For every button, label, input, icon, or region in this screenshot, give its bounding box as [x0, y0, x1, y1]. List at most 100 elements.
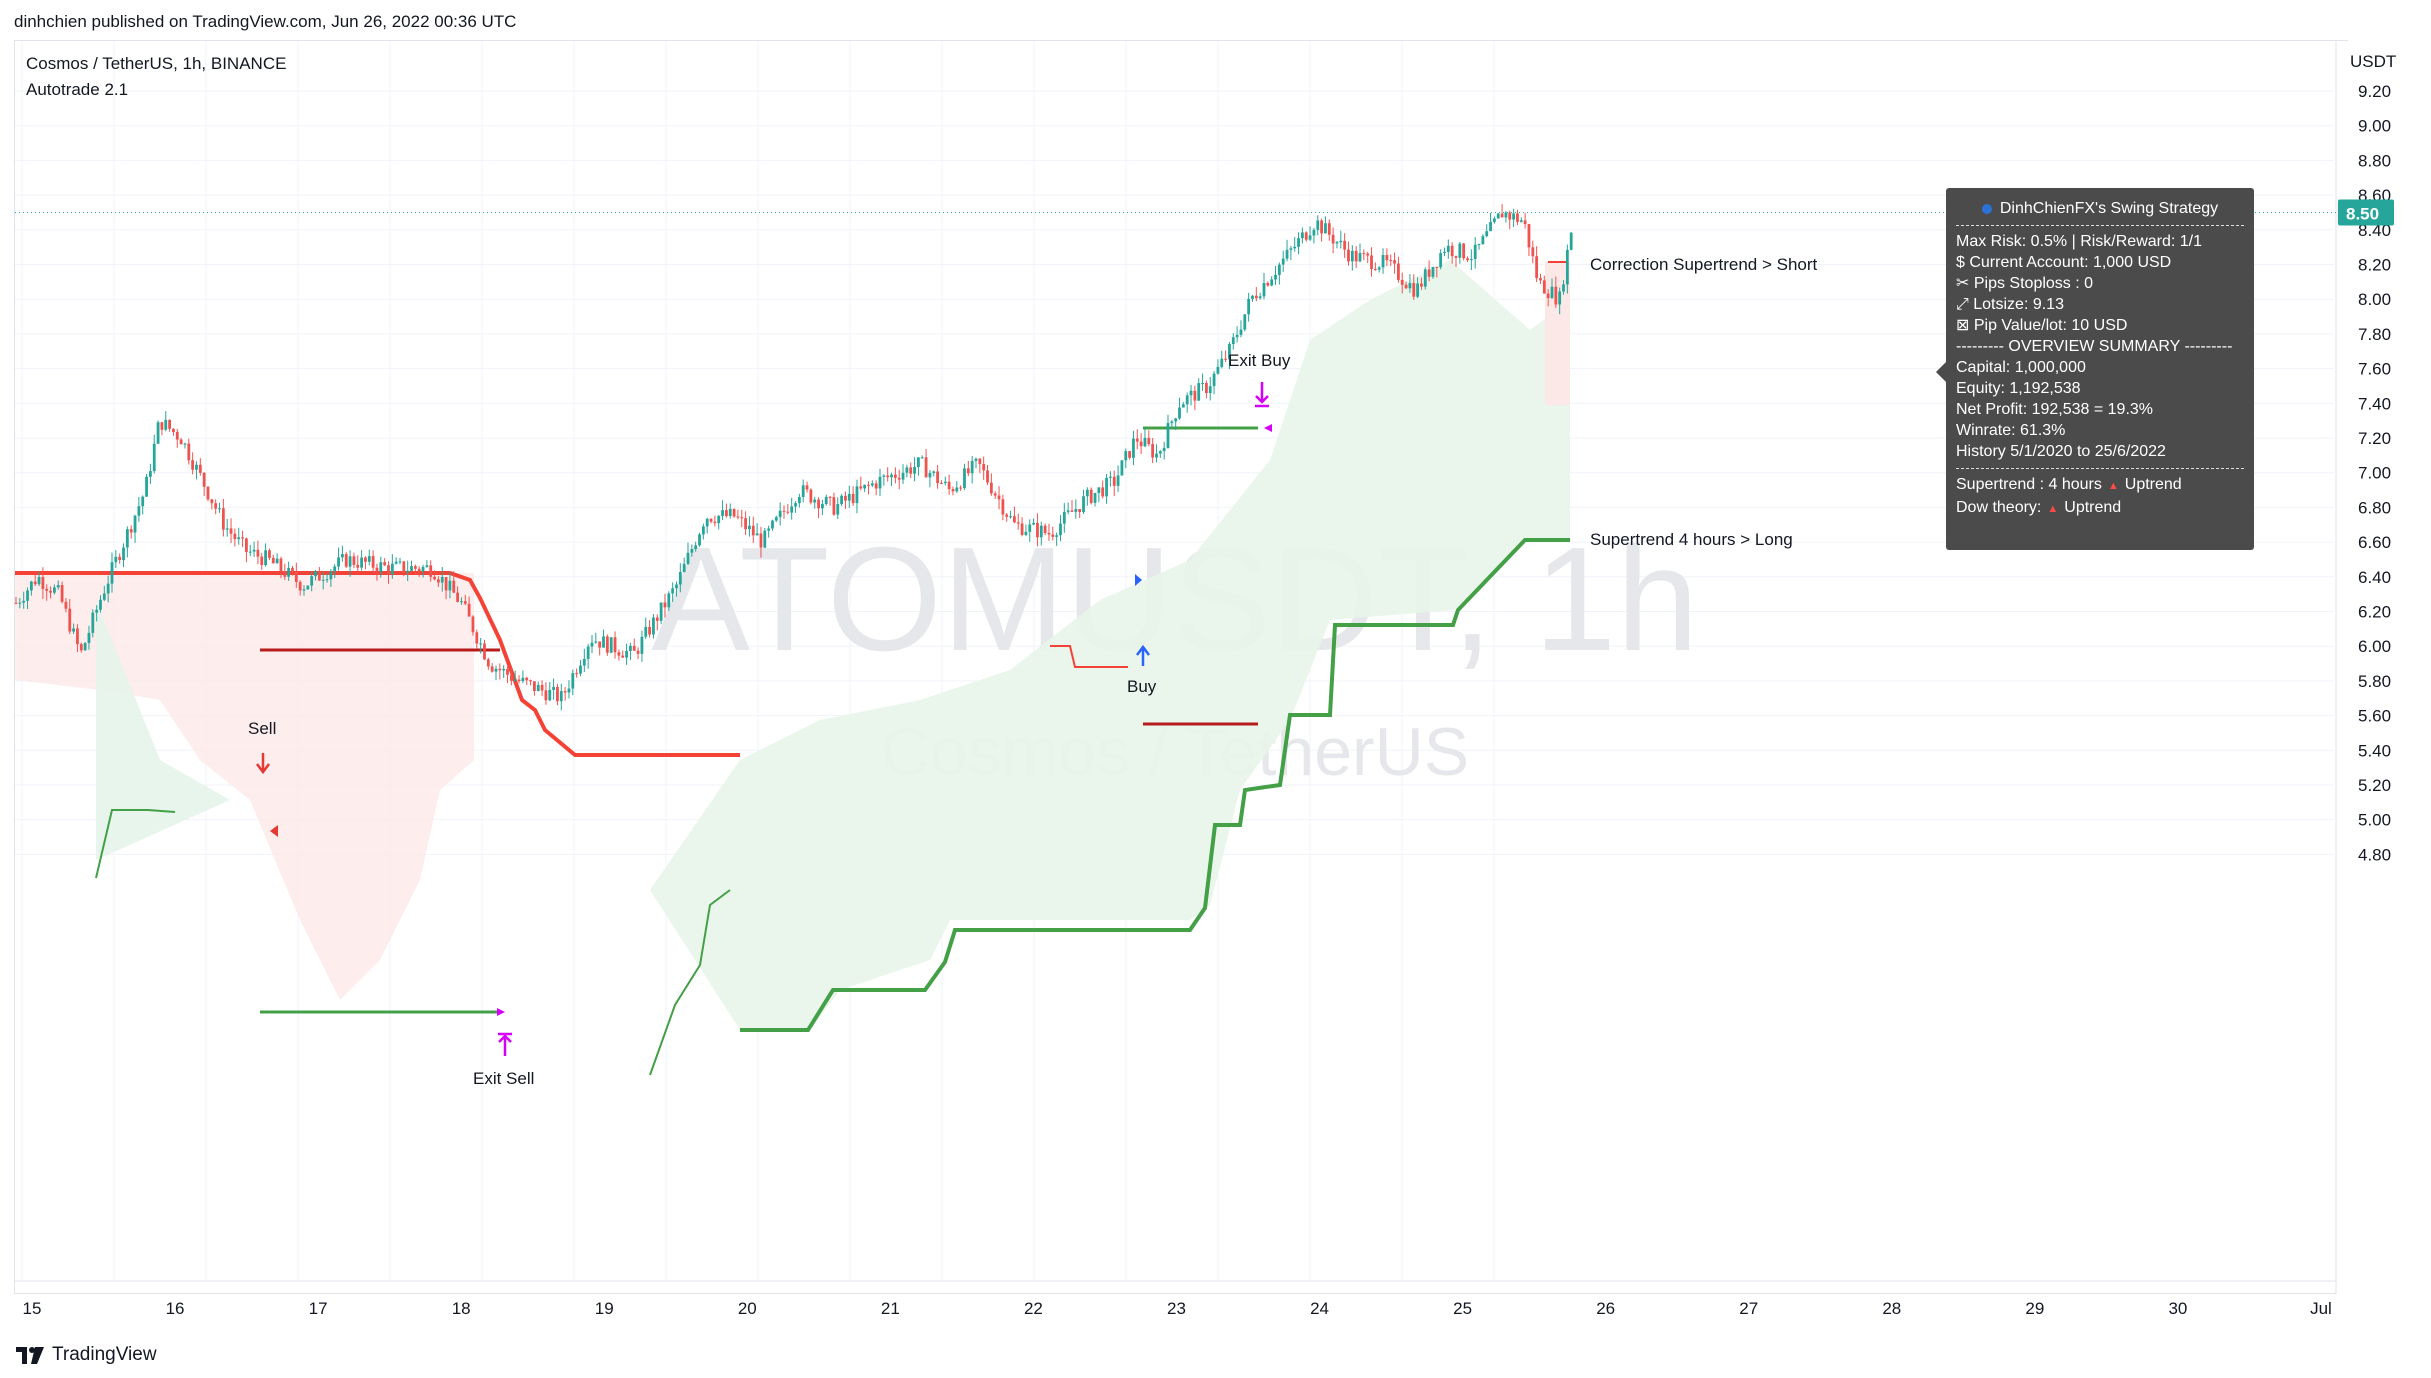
candle-body: [920, 457, 924, 459]
candle-body: [1101, 487, 1105, 497]
candle-body: [1162, 447, 1166, 452]
candle-body: [1185, 395, 1189, 405]
candle-body: [367, 556, 371, 562]
study-title[interactable]: Autotrade 2.1: [26, 80, 129, 99]
candle-body: [125, 529, 129, 548]
candle-body: [279, 558, 283, 572]
price-axis-label: 8.20: [2358, 256, 2391, 275]
candle-body: [187, 443, 191, 461]
candle-body: [989, 482, 993, 494]
candle-body: [87, 632, 91, 644]
candle-body: [774, 517, 778, 521]
panel-row-lotsize: ⤢ Lotsize: 9.13: [1956, 296, 2064, 313]
panel-row-capital: Capital: 1,000,000: [1956, 359, 2086, 376]
candle-body: [452, 580, 456, 593]
candle-body: [1569, 232, 1573, 250]
candle-body: [1304, 232, 1308, 240]
candle-body: [379, 562, 383, 573]
candle-body: [1397, 263, 1400, 280]
candle-body: [22, 600, 26, 603]
candle-body: [659, 602, 663, 621]
candle-body: [1201, 382, 1204, 384]
candle-body: [1462, 243, 1466, 259]
time-axis-label: 17: [309, 1299, 328, 1318]
candle-body: [37, 576, 41, 585]
candle-body: [1339, 240, 1343, 243]
tradingview-logo-icon: [16, 1347, 44, 1364]
candle-body: [1531, 247, 1535, 257]
candle-body: [847, 493, 851, 501]
footer-brand[interactable]: TradingView: [16, 1344, 157, 1366]
candle-body: [490, 666, 494, 672]
price-axis-label: 5.40: [2358, 741, 2391, 760]
sell-label: Sell: [248, 719, 276, 738]
candle-body: [713, 521, 717, 524]
panel-title-row: DinhChienFX's Swing Strategy: [1956, 198, 2244, 219]
time-axis-label: 23: [1167, 1299, 1186, 1318]
candle-body: [978, 458, 982, 464]
candle-body: [256, 549, 260, 557]
candle-body: [1362, 253, 1366, 255]
candle-body: [1032, 522, 1035, 525]
candle-body: [1327, 223, 1331, 235]
dow-value: Uptrend: [2064, 499, 2122, 516]
candle-body: [394, 561, 398, 564]
candle-body: [928, 472, 932, 478]
candle-body: [1347, 249, 1350, 262]
candle-body: [1301, 232, 1304, 239]
candle-body: [1366, 253, 1370, 256]
trade-markers: Sell Exit Sell Buy Exit Buy Correction Super…: [248, 255, 1818, 1088]
candle-body: [348, 556, 352, 567]
price-axis-label: 8.80: [2358, 151, 2391, 170]
candle-body: [149, 471, 152, 477]
candle-body: [429, 565, 433, 577]
price-axis-label: 8.40: [2358, 221, 2391, 240]
candle-body: [79, 644, 83, 651]
candle-body: [1270, 279, 1274, 286]
candle-body: [360, 557, 363, 568]
candle-body: [275, 558, 279, 564]
candle-body: [1066, 510, 1070, 512]
candle-body: [759, 533, 763, 548]
candle-body: [64, 601, 68, 609]
candle-body: [1343, 240, 1347, 250]
candle-body: [102, 593, 106, 600]
buy-entry-guide: [1050, 645, 1128, 668]
candle-body: [997, 495, 1001, 500]
time-axis-label: Jul: [2310, 1299, 2332, 1318]
candle-body: [821, 504, 824, 509]
candle-body: [283, 571, 287, 577]
candle-body: [982, 463, 986, 471]
buy-entry-marker-icon: [1135, 574, 1142, 586]
candle-body: [406, 570, 410, 573]
sell-arrow-icon: [256, 753, 270, 775]
candle-body: [402, 561, 406, 573]
candle-body: [1377, 267, 1381, 270]
candle-body: [652, 617, 655, 635]
candle-body: [932, 471, 936, 473]
candle-body: [655, 617, 659, 621]
candle-body: [644, 626, 648, 637]
candle-body: [886, 475, 890, 478]
candle-body: [164, 419, 168, 430]
candle-body: [859, 486, 863, 489]
candle-body: [1385, 255, 1389, 261]
candle-body: [874, 483, 878, 489]
candle-body: [83, 643, 87, 651]
price-axis-label: 5.20: [2358, 776, 2391, 795]
candle-body: [321, 579, 325, 581]
candle-body: [698, 534, 701, 546]
price-axis-label: 6.20: [2358, 603, 2391, 622]
candle-body: [1277, 264, 1281, 275]
candle-body: [1565, 249, 1569, 285]
panel-row-risk: Max Risk: 0.5% | Risk/Reward: 1/1: [1956, 233, 2203, 250]
candle-body: [60, 585, 64, 602]
exit-buy-label: Exit Buy: [1228, 351, 1291, 370]
candle-body: [579, 665, 582, 674]
candle-body: [179, 439, 183, 445]
candle-body: [1085, 489, 1089, 497]
candle-body: [1097, 487, 1101, 493]
symbol-title[interactable]: Cosmos / TetherUS, 1h, BINANCE: [26, 54, 287, 73]
candle-body: [701, 526, 705, 535]
